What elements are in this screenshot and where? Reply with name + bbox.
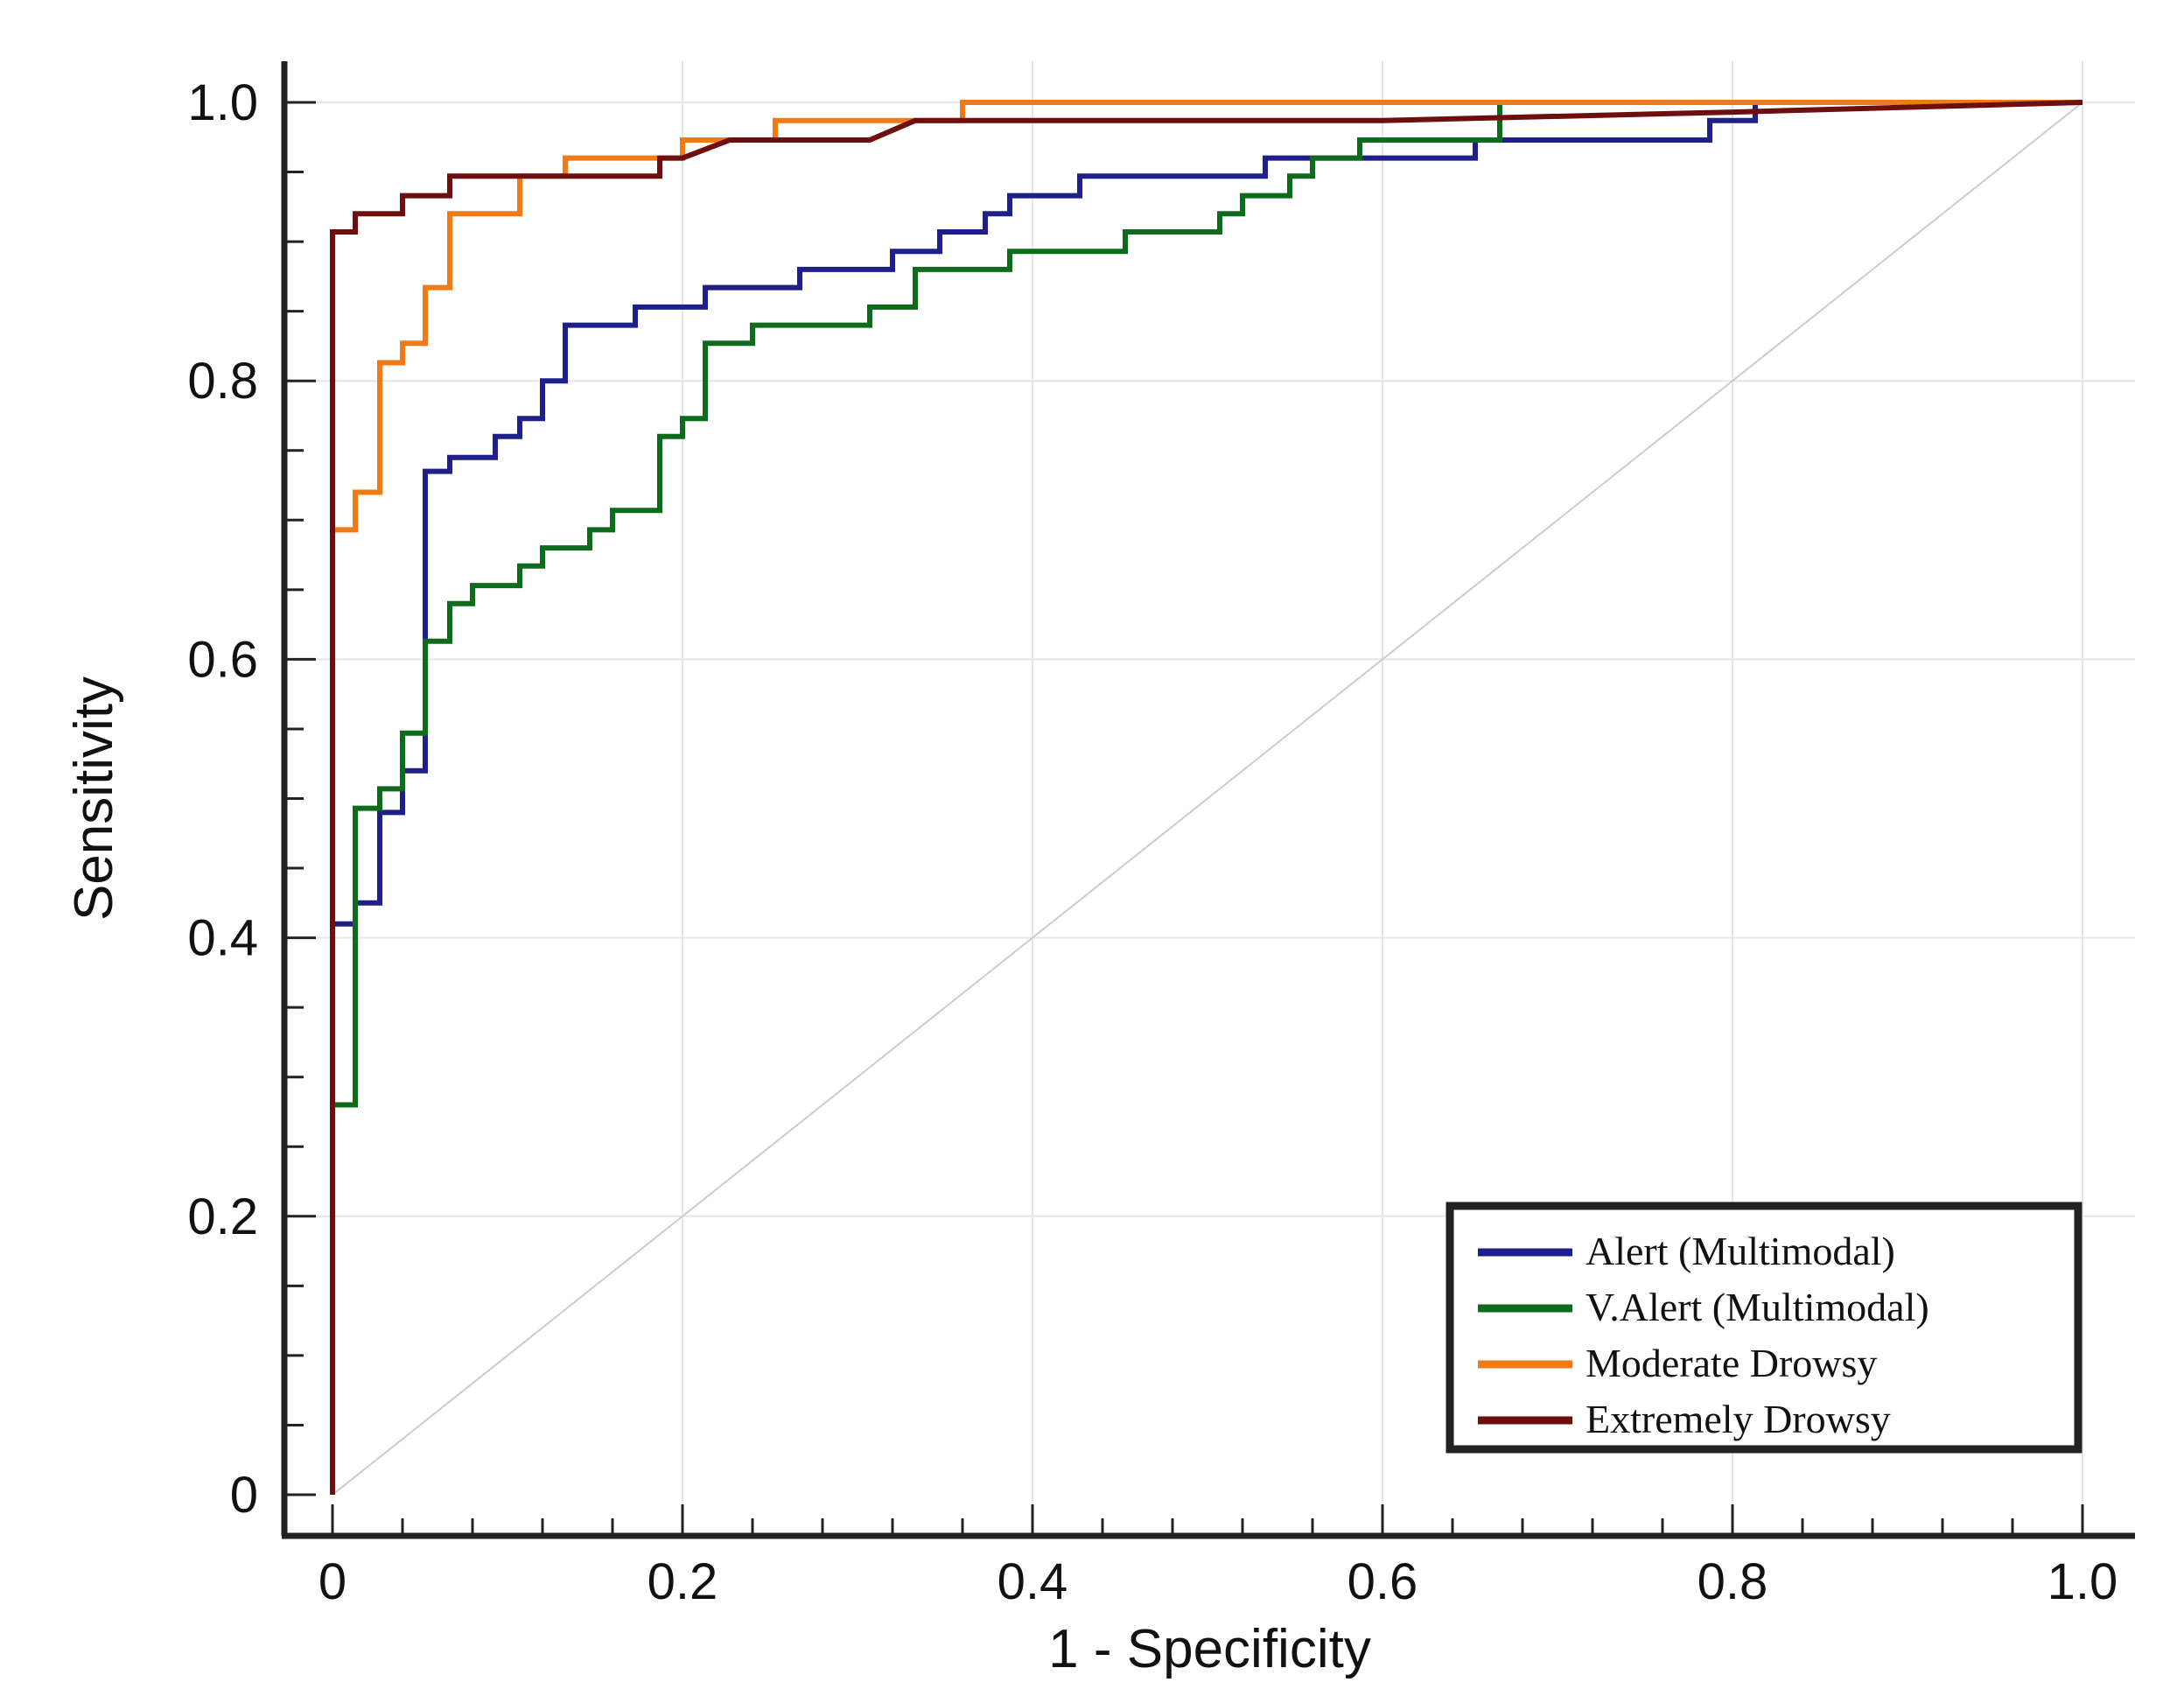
tick-labels: 0 0.2 0.4 0.6 0.8 1.0 0 0.2 0.4 0.6 0.8 1.0 <box>187 74 2118 1610</box>
series-lines <box>330 100 2083 1495</box>
reference-diagonal-line <box>332 102 2083 1496</box>
x-axis-title: 1 - Specificity <box>1048 1619 1371 1679</box>
y-tick-label: 0.2 <box>187 1188 258 1245</box>
legend-label: Extremely Drowsy <box>1586 1397 1891 1441</box>
x-tick-label: 0.8 <box>1698 1553 1768 1610</box>
y-tick-label: 1.0 <box>187 74 258 131</box>
reference-diagonal <box>332 102 2083 1496</box>
x-tick-label: 0.4 <box>998 1553 1068 1610</box>
legend-label: Moderate Drowsy <box>1586 1341 1877 1385</box>
x-tick-label: 0.6 <box>1348 1553 1418 1610</box>
y-tick-label: 0.6 <box>187 631 258 688</box>
x-tick-label: 1.0 <box>2048 1553 2118 1610</box>
series-line-v-alert-multimodal <box>330 100 2082 1495</box>
x-tick-label: 0 <box>318 1553 346 1610</box>
legend-label: V.Alert (Multimodal) <box>1586 1285 1929 1329</box>
y-tick-label: 0 <box>230 1467 258 1524</box>
y-axis-title: Sensitivity <box>64 676 124 921</box>
series-line-moderate-drowsy <box>330 100 2082 1495</box>
ticks <box>284 101 2084 1536</box>
legend-box <box>1446 1202 2082 1454</box>
series-line-extremely-drowsy <box>330 100 2083 1495</box>
legend-label: Alert (Multimodal) <box>1586 1229 1895 1273</box>
y-tick-label: 0.4 <box>187 910 258 967</box>
x-tick-label: 0.2 <box>648 1553 718 1610</box>
y-tick-label: 0.8 <box>187 353 258 410</box>
legend: Alert (Multimodal) V.Alert (Multimodal) Mo… <box>1446 1202 2082 1454</box>
